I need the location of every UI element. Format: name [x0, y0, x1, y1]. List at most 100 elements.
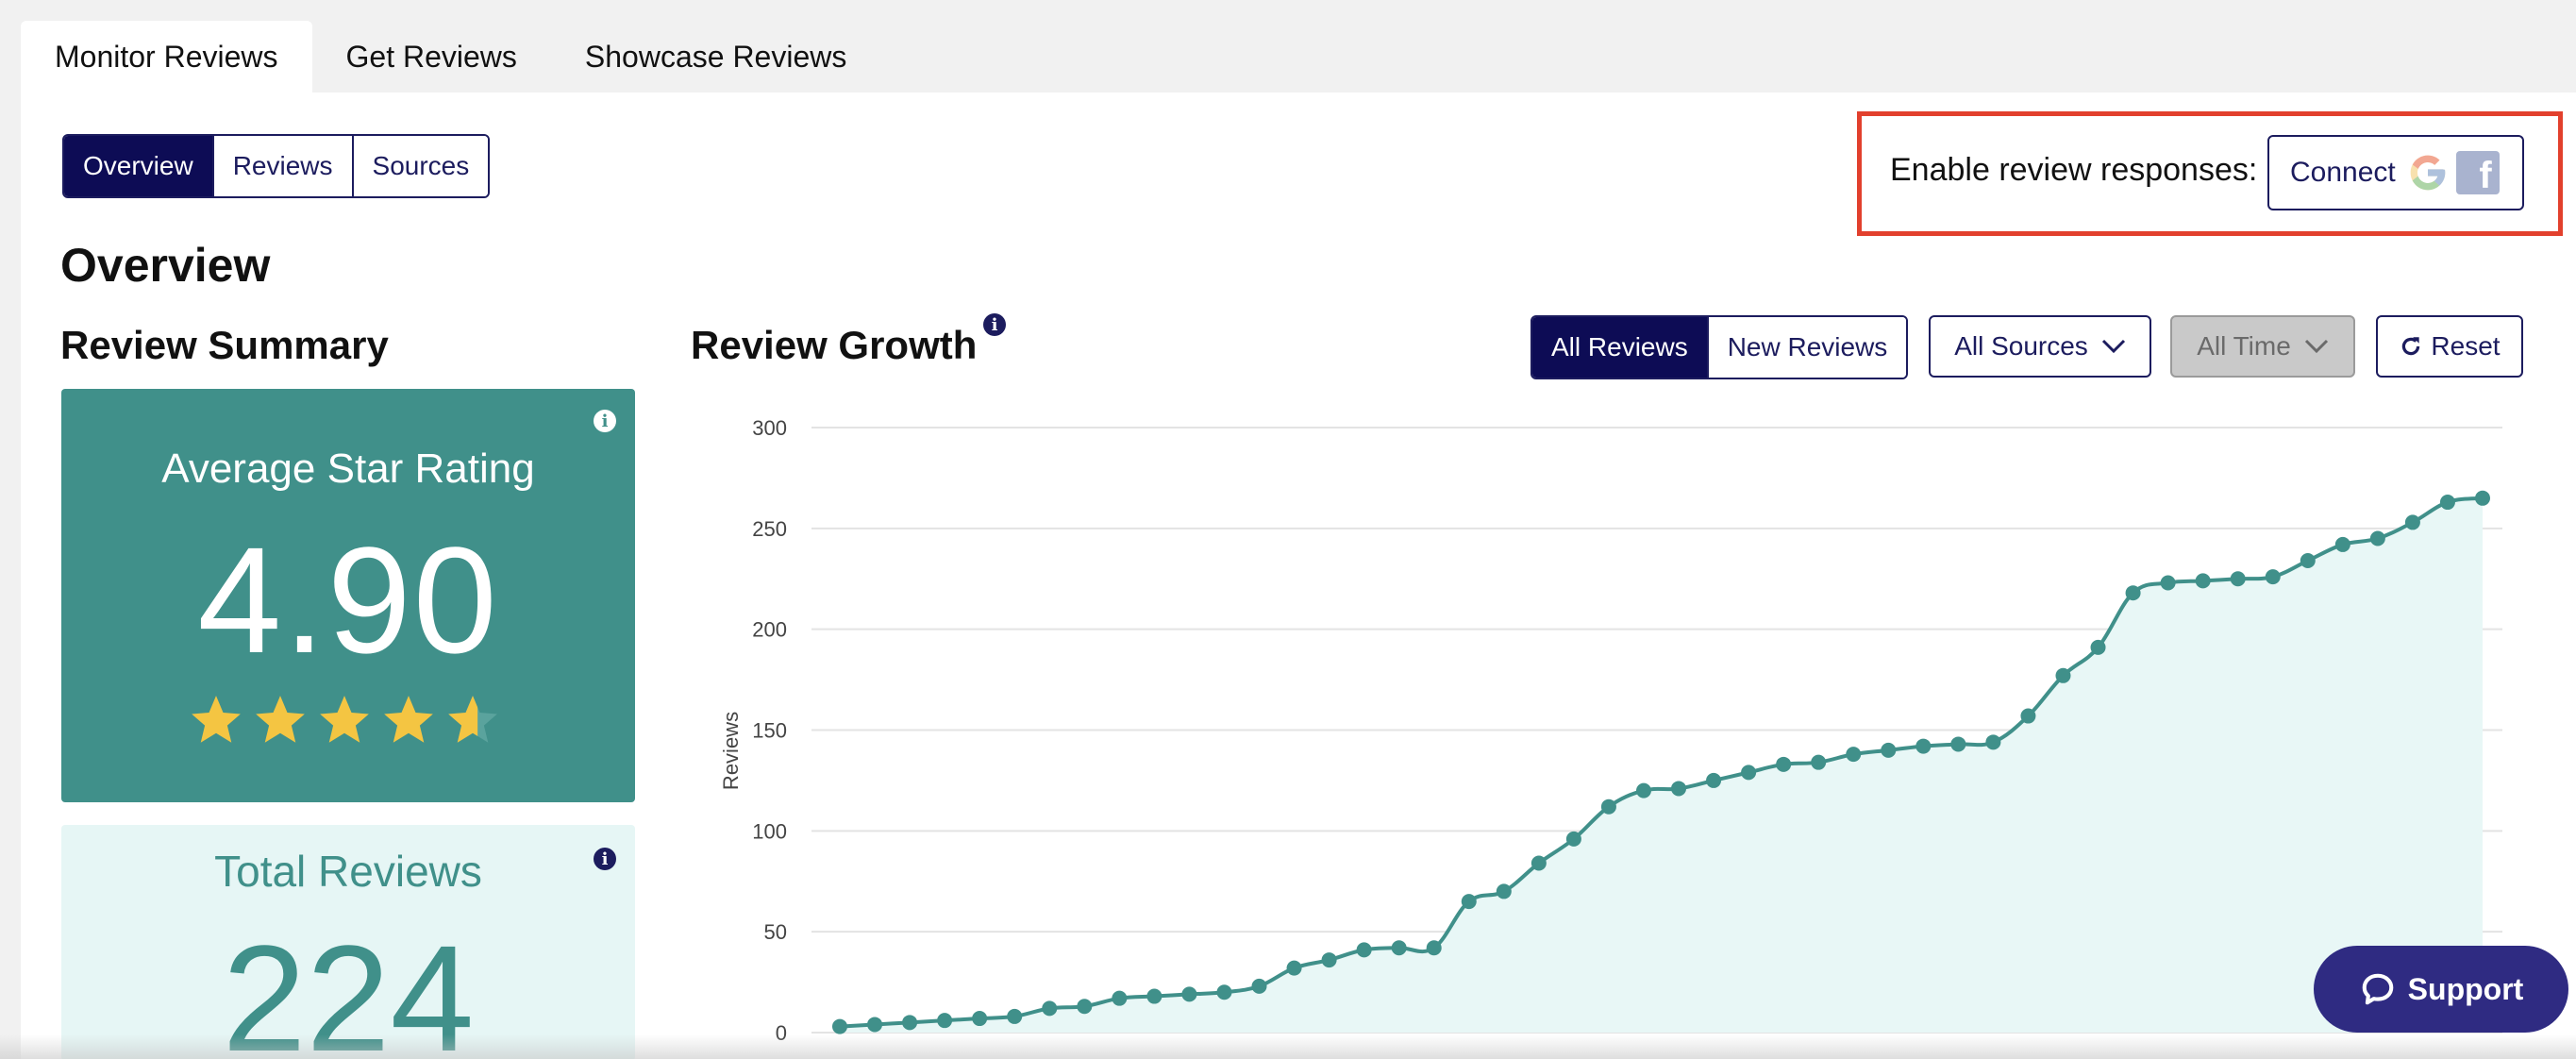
partial-star-icon: [448, 696, 497, 743]
data-point: [1915, 738, 1932, 754]
data-point: [1846, 747, 1862, 763]
data-point: [1496, 883, 1512, 899]
sources-dropdown[interactable]: All Sources: [1929, 315, 2151, 378]
data-point: [2055, 667, 2071, 683]
data-point: [1251, 978, 1267, 994]
filter-new-reviews[interactable]: New Reviews: [1708, 317, 1907, 378]
connect-label: Connect: [2290, 157, 2396, 188]
page-title: Overview: [60, 239, 271, 292]
data-point: [2439, 495, 2455, 511]
average-rating-title: Average Star Rating: [161, 445, 535, 492]
enable-responses-box: Enable review responses: Connect f: [1857, 111, 2563, 236]
star-icon: [320, 696, 369, 743]
data-point: [2369, 530, 2385, 546]
filter-all-reviews[interactable]: All Reviews: [1532, 317, 1709, 378]
tab-monitor-reviews[interactable]: Monitor Reviews: [21, 21, 312, 92]
view-tab-reviews[interactable]: Reviews: [213, 136, 354, 196]
star-icon: [192, 696, 241, 743]
data-point: [1321, 952, 1337, 968]
reset-icon: [2402, 337, 2420, 356]
data-point: [2195, 573, 2211, 589]
data-point: [1356, 942, 1372, 958]
star-rating: [187, 691, 502, 749]
facebook-icon: f: [2455, 151, 2500, 194]
average-rating-card: i Average Star Rating 4.90: [61, 389, 635, 802]
data-point: [2160, 575, 2176, 591]
chevron-down-icon: [2304, 339, 2328, 354]
data-point: [1811, 754, 1827, 770]
review-growth-title: Review Growth: [691, 323, 978, 367]
review-filter-group: All Reviews New Reviews: [1531, 315, 1909, 379]
support-button[interactable]: Support: [2314, 946, 2568, 1033]
view-tab-overview[interactable]: Overview: [64, 136, 214, 196]
top-tab-bar: Monitor Reviews Get Reviews Showcase Rev…: [21, 21, 880, 92]
info-icon[interactable]: i: [594, 848, 616, 870]
data-point: [1007, 1008, 1023, 1024]
info-icon[interactable]: i: [983, 313, 1006, 336]
data-point: [2300, 553, 2316, 569]
data-point: [902, 1015, 918, 1031]
data-point: [2265, 569, 2281, 585]
reset-button[interactable]: Reset: [2376, 315, 2523, 378]
data-point: [1461, 894, 1477, 910]
data-point: [1741, 765, 1757, 781]
connect-button[interactable]: Connect f: [2267, 135, 2524, 210]
data-point: [2125, 585, 2141, 601]
info-icon[interactable]: i: [594, 410, 616, 432]
view-tab-sources[interactable]: Sources: [353, 136, 489, 196]
data-point: [832, 1018, 847, 1034]
data-point: [1042, 1000, 1058, 1017]
y-tick-label: 250: [752, 517, 787, 541]
data-point: [1181, 986, 1197, 1002]
google-icon: [2410, 155, 2446, 191]
sources-dropdown-label: All Sources: [1954, 331, 2088, 361]
y-axis-label: Reviews: [719, 712, 743, 790]
data-point: [867, 1017, 883, 1033]
data-point: [1950, 736, 1966, 752]
data-point: [1881, 742, 1897, 758]
y-tick-label: 0: [776, 1021, 787, 1045]
data-point: [1565, 831, 1581, 847]
y-tick-label: 50: [764, 920, 787, 944]
series-area: [840, 497, 2483, 1033]
enable-responses-label: Enable review responses:: [1890, 152, 2258, 188]
data-point: [2404, 514, 2420, 530]
data-point: [1600, 798, 1616, 815]
star-icon: [256, 696, 305, 743]
data-point: [1286, 960, 1302, 976]
y-tick-label: 200: [752, 618, 787, 642]
time-dropdown[interactable]: All Time: [2170, 315, 2355, 378]
data-point: [1531, 855, 1547, 871]
view-tab-group: Overview Reviews Sources: [62, 134, 491, 198]
y-tick-label: 100: [752, 819, 787, 843]
time-dropdown-label: All Time: [2197, 331, 2291, 361]
tab-showcase-reviews[interactable]: Showcase Reviews: [584, 39, 847, 74]
data-point: [1426, 940, 1442, 956]
data-point: [1112, 990, 1128, 1006]
data-point: [1671, 781, 1687, 797]
y-tick-label: 300: [752, 416, 787, 440]
review-summary-title: Review Summary: [60, 323, 389, 367]
data-point: [1216, 984, 1232, 1000]
data-point: [2334, 536, 2350, 552]
data-point: [2230, 571, 2246, 587]
support-label: Support: [2407, 971, 2524, 1006]
data-point: [2475, 490, 2490, 506]
y-tick-label: 150: [752, 719, 787, 743]
data-point: [937, 1013, 953, 1029]
reset-label: Reset: [2431, 331, 2501, 361]
star-icon: [384, 696, 433, 743]
data-point: [2090, 639, 2106, 655]
total-reviews-title: Total Reviews: [214, 847, 482, 896]
tab-get-reviews[interactable]: Get Reviews: [345, 39, 517, 74]
average-rating-value: 4.90: [197, 515, 499, 684]
data-point: [972, 1011, 988, 1027]
data-point: [1635, 782, 1651, 798]
review-growth-chart: 0 50 100 150 200 250 300 Reviews: [719, 416, 2502, 1045]
data-point: [1391, 940, 1407, 956]
data-point: [1706, 772, 1722, 788]
chevron-down-icon: [2101, 339, 2125, 354]
chat-icon: [2362, 973, 2393, 1005]
data-point: [1146, 988, 1163, 1004]
